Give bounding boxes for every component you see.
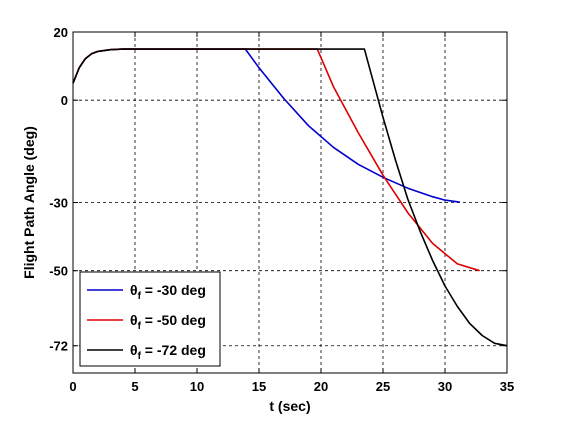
x-tick-label: 10 [190, 379, 204, 394]
x-tick-label: 30 [438, 379, 452, 394]
y-tick-label: -72 [49, 339, 68, 354]
y-tick-label: 20 [54, 25, 68, 40]
x-tick-label: 35 [500, 379, 514, 394]
y-tick-label: -30 [49, 196, 68, 211]
x-tick-label: 0 [69, 379, 76, 394]
grid-lines [73, 32, 507, 373]
x-tick-label: 25 [376, 379, 390, 394]
y-tick-label: 0 [61, 93, 68, 108]
series-layer [72, 48, 508, 347]
x-tick-label: 5 [131, 379, 138, 394]
y-tick-label: -50 [49, 264, 68, 279]
series-line-2 [72, 48, 480, 272]
x-axis-title: t (sec) [269, 398, 310, 414]
series-line-3 [72, 48, 508, 347]
legend-label-2: θf = -50 deg [130, 312, 206, 332]
y-tick-labels: 20 0 -30 -50 -72 [49, 25, 68, 354]
x-tick-label: 15 [252, 379, 266, 394]
legend-label-1: θf = -30 deg [130, 282, 206, 302]
y-axis-title: Flight Path Angle (deg) [21, 126, 37, 279]
x-tick-labels: 0 5 10 15 20 25 30 35 [69, 379, 514, 394]
legend: θf = -30 deg θf = -50 deg θf = -72 deg [79, 271, 221, 367]
legend-label-3: θf = -72 deg [130, 342, 206, 362]
x-tick-label: 20 [314, 379, 328, 394]
axis-ticks [72, 31, 508, 373]
